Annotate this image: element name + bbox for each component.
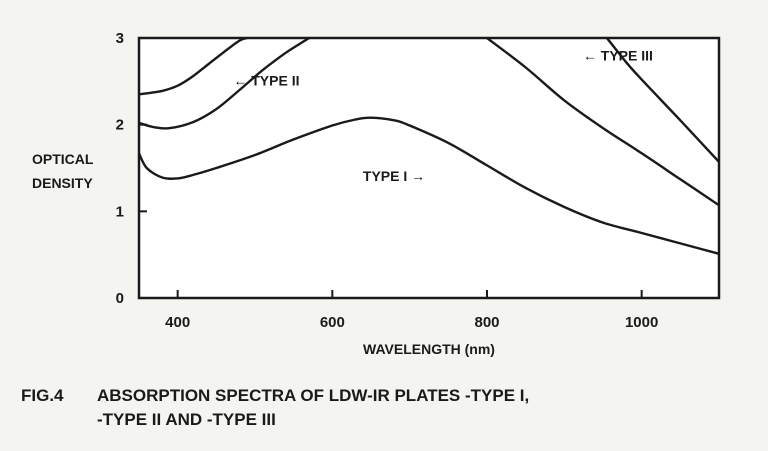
- figure-number: FIG.4: [21, 386, 64, 405]
- y-tick-label: 3: [116, 30, 124, 47]
- absorption-spectra-chart: 0 1 2 3 400 600 800 1000 TYPE I → ← TYPE II ← TYP…: [32, 30, 721, 357]
- series-label-1: TYPE I →: [363, 168, 425, 184]
- y-tick-label: 0: [116, 290, 124, 307]
- series-line-3: [139, 38, 249, 96]
- caption-text-1: ABSORPTION SPECTRA OF LDW-IR PLATES -TYP…: [97, 386, 530, 405]
- y-axis-label-line-1: OPTICAL: [32, 151, 94, 167]
- series-label-3: ← TYPE III: [583, 48, 653, 64]
- series-line-2: [139, 38, 311, 130]
- x-tick-label: 800: [474, 314, 499, 331]
- plot-frame: [137, 36, 721, 300]
- series-line-4: [485, 38, 719, 207]
- curves-layer: [139, 38, 719, 255]
- x-axis-label: WAVELENGTH (nm): [363, 341, 495, 357]
- y-axis-label-line-2: DENSITY: [32, 175, 93, 191]
- y-tick-label: 2: [116, 117, 124, 134]
- series-line-5: [605, 38, 719, 164]
- x-tick-label: 600: [320, 314, 345, 331]
- axes-layer: 0 1 2 3 400 600 800 1000: [116, 30, 659, 331]
- x-tick-label: 400: [165, 314, 190, 331]
- y-tick-label: 1: [116, 203, 124, 220]
- x-tick-label: 1000: [625, 314, 658, 331]
- series-line-1: [139, 116, 719, 255]
- caption-line-2: -TYPE II AND -TYPE III: [21, 408, 721, 432]
- figure-caption: FIG.4 ABSORPTION SPECTRA OF LDW-IR PLATES…: [21, 384, 721, 432]
- series-label-2: ← TYPE II: [233, 73, 299, 89]
- caption-text-2: -TYPE II AND -TYPE III: [97, 410, 276, 429]
- series-labels-layer: TYPE I → ← TYPE II ← TYPE III: [233, 48, 653, 184]
- caption-line-1: FIG.4 ABSORPTION SPECTRA OF LDW-IR PLATES…: [21, 384, 721, 408]
